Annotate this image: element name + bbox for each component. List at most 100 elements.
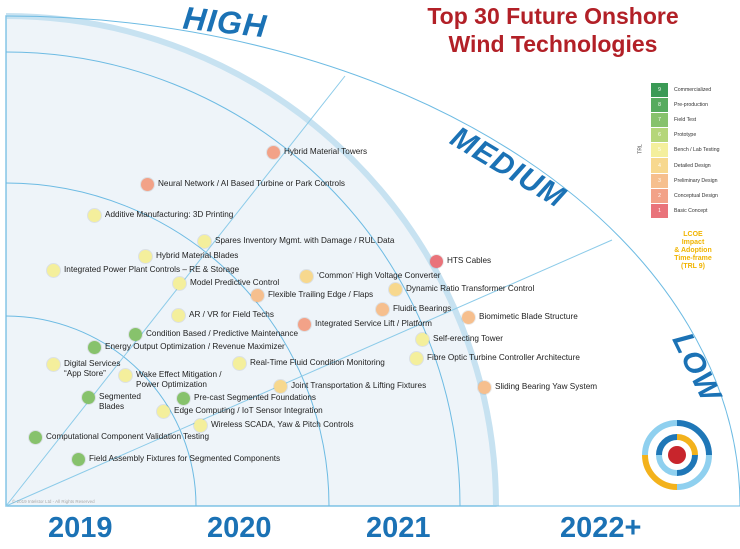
divider-medium-low: [5, 239, 613, 507]
tech-label: Fluidic Bearings: [393, 304, 452, 313]
tech-item: Spares Inventory Mgmt. with Damage / RUL…: [198, 235, 394, 248]
tech-item: Hybrid Material Blades: [139, 250, 238, 263]
tech-label: Integrated Power Plant Controls – RE & S…: [64, 265, 240, 274]
legend-row: 9 Commercialized: [651, 82, 719, 97]
trl-dot: [198, 235, 211, 248]
trl-dot: [194, 419, 207, 432]
trl-dot: [47, 358, 60, 371]
legend-swatch: 8: [651, 97, 668, 112]
legend-label: Preliminary Design: [674, 177, 718, 184]
tech-item: ‘Common’ High Voltage Converter: [300, 270, 440, 283]
tech-label: Self-erecting Tower: [433, 334, 503, 343]
tech-label: Condition Based / Predictive Maintenance: [146, 329, 299, 338]
tech-label: Digital Services “App Store”: [64, 359, 121, 378]
legend-swatch: 9: [651, 82, 668, 97]
trl-dot: [177, 392, 190, 405]
tech-item: Hybrid Material Towers: [267, 146, 367, 159]
trl-dot: [251, 289, 264, 302]
trl-dot: [376, 303, 389, 316]
outer-arc-full: [5, 15, 740, 507]
legend-label: Basic Concept: [674, 208, 708, 215]
tech-label: Pre-cast Segmented Foundations: [194, 393, 316, 402]
tech-item: Self-erecting Tower: [416, 333, 503, 346]
tech-label: Additive Manufacturing: 3D Printing: [105, 210, 234, 219]
trl-legend: 9 Commercialized 8 Pre-production 7 Field T…: [651, 82, 719, 219]
arc-2021: [5, 51, 461, 507]
tech-label: Wireless SCADA, Yaw & Pitch Controls: [211, 420, 354, 429]
tech-label: Flexible Trailing Edge / Flaps: [268, 290, 374, 299]
tech-item: Flexible Trailing Edge / Flaps: [251, 289, 373, 302]
year-label-2021: 2021: [366, 512, 431, 544]
legend-swatch: 5: [651, 143, 668, 158]
legend-row: 1 Basic Concept: [651, 204, 719, 219]
year-label-2020: 2020: [207, 512, 272, 544]
legend-row: 5 Bench / Lab Testing: [651, 143, 719, 158]
tech-label: Neural Network / AI Based Turbine or Par…: [158, 179, 346, 188]
legend-row: 4 Detailed Design: [651, 158, 719, 173]
tech-label: Joint Transportation & Lifting Fixtures: [291, 381, 427, 390]
tech-label: ‘Common’ High Voltage Converter: [317, 271, 441, 280]
legend-row: 8 Pre-production: [651, 97, 719, 112]
tech-label: Dynamic Ratio Transformer Control: [406, 284, 535, 293]
tech-item: HTS Cables: [430, 255, 491, 268]
trl-dot: [298, 318, 311, 331]
tech-item: Edge Computing / IoT Sensor Integration: [157, 405, 323, 418]
tech-item: Fluidic Bearings: [376, 303, 451, 316]
arc-2019: [5, 315, 197, 507]
tech-item: Pre-cast Segmented Foundations: [177, 392, 316, 405]
trl-dot: [462, 311, 475, 324]
tech-label: Fibre Optic Turbine Controller Architect…: [427, 353, 580, 362]
trl-dot: [129, 328, 142, 341]
legend-swatch: 2: [651, 188, 668, 203]
trl-dot: [478, 381, 491, 394]
legend-label: Prototype: [674, 132, 697, 139]
tech-item: Joint Transportation & Lifting Fixtures: [274, 380, 426, 393]
legend-label: Field Test: [674, 116, 697, 123]
tech-label: Integrated Service Lift / Platform: [315, 319, 432, 328]
trl-dot: [173, 277, 186, 290]
tech-label: Hybrid Material Towers: [284, 147, 368, 156]
trl-dot: [267, 146, 280, 159]
tech-label: Segmented Blades: [99, 392, 141, 411]
tech-item: Neural Network / AI Based Turbine or Par…: [141, 178, 345, 191]
tech-label: Biomimetic Blade Structure: [479, 312, 578, 321]
trl-dot: [389, 283, 402, 296]
tech-label: Wake Effect Mitigation / Power Optimizat…: [136, 370, 222, 389]
legend-swatch: 1: [651, 204, 668, 219]
tech-item: AR / VR for Field Techs: [172, 309, 274, 322]
trl-dot: [416, 333, 429, 346]
trl-dot: [72, 453, 85, 466]
legend-row: 6 Prototype: [651, 128, 719, 143]
legend-swatch: 6: [651, 128, 668, 143]
tech-item: Wake Effect Mitigation / Power Optimizat…: [119, 369, 222, 390]
tech-item: Real-Time Fluid Condition Monitoring: [233, 357, 385, 370]
trl-dot: [300, 270, 313, 283]
tech-item: Condition Based / Predictive Maintenance: [129, 328, 298, 341]
tech-label: Energy Output Optimization / Revenue Max…: [105, 342, 285, 351]
trl-dot: [29, 431, 42, 444]
tech-item: Biomimetic Blade Structure: [462, 311, 578, 324]
tech-item: Sliding Bearing Yaw System: [478, 381, 597, 394]
tech-item: Integrated Power Plant Controls – RE & S…: [47, 264, 239, 277]
tech-item: Field Assembly Fixtures for Segmented Co…: [72, 453, 280, 466]
tech-label: HTS Cables: [447, 256, 492, 265]
tech-item: Segmented Blades: [82, 391, 141, 412]
trl-dot: [172, 309, 185, 322]
trl-dot: [430, 255, 443, 268]
tech-item: Computational Component Validation Testi…: [29, 431, 209, 444]
legend-label: Conceptual Design: [674, 192, 718, 199]
trl-dot: [141, 178, 154, 191]
tech-item: Integrated Service Lift / Platform: [298, 318, 432, 331]
trl-dot: [82, 391, 95, 404]
legend-label: Detailed Design: [674, 162, 711, 169]
tech-label: Computational Component Validation Testi…: [46, 432, 210, 441]
legend-swatch: 4: [651, 158, 668, 173]
copyright-notice: © 2019 Intelstor Ltd - All Rights Reserv…: [12, 499, 95, 504]
title-line-2: Wind Technologies: [448, 31, 658, 57]
legend-row: 3 Preliminary Design: [651, 173, 719, 188]
lcoe-note: LCOE Impact & Adoption Time-frame (TRL 9…: [674, 231, 712, 270]
year-label-2022-plus: 2022+: [560, 512, 642, 544]
legend-label: Pre-production: [674, 101, 709, 108]
arc-2020: [5, 182, 330, 507]
tech-label: Field Assembly Fixtures for Segmented Co…: [89, 454, 281, 463]
